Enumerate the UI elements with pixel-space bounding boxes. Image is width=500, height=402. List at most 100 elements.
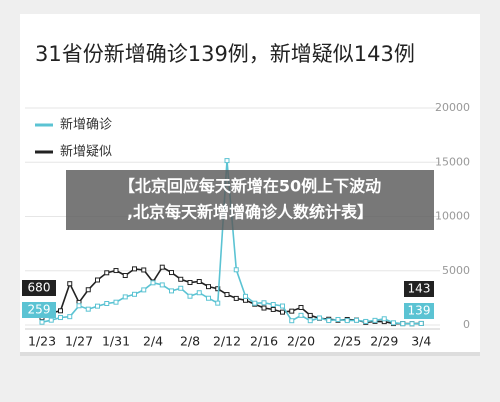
point-marker bbox=[252, 300, 258, 306]
value-label-box bbox=[22, 302, 56, 318]
legend-label: 新增疑似 bbox=[60, 144, 112, 160]
value-label-box bbox=[404, 303, 434, 319]
point-marker bbox=[39, 319, 45, 325]
point-marker bbox=[122, 273, 128, 279]
point-marker bbox=[372, 317, 378, 323]
value-label-box bbox=[404, 281, 434, 297]
point-marker bbox=[344, 318, 350, 324]
point-marker bbox=[196, 279, 202, 285]
x-tick-label: 3/4 bbox=[411, 334, 431, 349]
point-marker bbox=[307, 312, 313, 318]
point-marker bbox=[335, 316, 341, 322]
point-marker bbox=[409, 321, 415, 327]
point-marker bbox=[261, 300, 267, 306]
point-marker bbox=[206, 284, 211, 290]
point-marker bbox=[48, 317, 54, 323]
point-marker bbox=[113, 268, 119, 274]
x-tick-label: 2/29 bbox=[370, 334, 398, 349]
value-label: 680 bbox=[28, 281, 51, 295]
point-marker bbox=[326, 318, 332, 324]
point-marker bbox=[159, 264, 165, 270]
x-tick-label: 2/20 bbox=[287, 334, 315, 349]
caption-banner bbox=[66, 170, 434, 230]
value-label: 143 bbox=[408, 282, 431, 296]
point-marker bbox=[132, 266, 137, 272]
point-marker bbox=[187, 280, 193, 286]
y-tick-label: 20000 bbox=[435, 101, 470, 114]
point-marker bbox=[132, 291, 137, 297]
point-marker bbox=[76, 303, 82, 309]
point-marker bbox=[317, 315, 322, 321]
point-marker bbox=[206, 295, 211, 301]
point-marker bbox=[67, 281, 73, 287]
point-marker bbox=[95, 277, 100, 283]
point-marker bbox=[113, 299, 119, 305]
point-marker bbox=[243, 297, 248, 303]
x-tick-label: 2/8 bbox=[180, 334, 200, 349]
point-marker bbox=[243, 293, 248, 299]
point-marker bbox=[95, 303, 100, 309]
point-marker bbox=[381, 316, 387, 322]
point-marker bbox=[391, 320, 396, 326]
point-marker bbox=[224, 158, 230, 164]
point-marker bbox=[122, 294, 128, 300]
point-marker bbox=[169, 288, 174, 294]
point-marker bbox=[178, 276, 184, 282]
value-label: 259 bbox=[28, 303, 51, 317]
point-marker bbox=[233, 295, 239, 301]
point-marker bbox=[224, 292, 230, 298]
point-marker bbox=[233, 267, 239, 273]
point-marker bbox=[280, 303, 285, 309]
caption-line: 【北京回应每天新增在50例上下波动 bbox=[119, 177, 381, 196]
point-marker bbox=[187, 293, 193, 299]
point-marker bbox=[178, 285, 184, 291]
y-tick-label: 10000 bbox=[435, 210, 470, 223]
point-marker bbox=[58, 308, 63, 314]
point-marker bbox=[215, 300, 221, 306]
point-marker bbox=[363, 318, 369, 324]
x-tick-label: 1/27 bbox=[65, 334, 93, 349]
point-marker bbox=[298, 304, 304, 310]
point-marker bbox=[298, 312, 304, 318]
point-marker bbox=[261, 305, 267, 311]
point-marker bbox=[85, 287, 91, 293]
point-marker bbox=[58, 315, 63, 321]
point-marker bbox=[104, 300, 110, 306]
legend-label: 新增确诊 bbox=[60, 117, 112, 133]
point-marker bbox=[159, 282, 165, 288]
point-marker bbox=[307, 318, 313, 324]
point-marker bbox=[85, 306, 91, 312]
x-tick-label: 2/12 bbox=[213, 334, 241, 349]
point-marker bbox=[289, 308, 295, 314]
point-marker bbox=[196, 290, 202, 296]
y-tick-label: 5000 bbox=[442, 264, 470, 277]
point-marker bbox=[270, 302, 276, 308]
point-marker bbox=[141, 267, 147, 273]
x-tick-label: 2/25 bbox=[333, 334, 361, 349]
point-marker bbox=[169, 270, 174, 276]
y-tick-label: 0 bbox=[463, 318, 470, 331]
point-marker bbox=[289, 318, 295, 324]
point-marker bbox=[418, 320, 424, 326]
point-marker bbox=[270, 306, 276, 312]
point-marker bbox=[141, 287, 147, 293]
point-marker bbox=[354, 317, 359, 323]
bottom-band bbox=[20, 352, 480, 356]
value-label-box bbox=[22, 280, 56, 296]
chart-title: 31省份新增确诊139例，新增疑似143例 bbox=[35, 42, 415, 66]
caption-line: ,北京每天新增增确诊人数统计表】 bbox=[127, 203, 373, 222]
point-marker bbox=[150, 280, 156, 286]
y-tick-label: 15000 bbox=[435, 155, 470, 168]
x-tick-label: 1/23 bbox=[28, 334, 56, 349]
point-marker bbox=[104, 270, 110, 276]
point-marker bbox=[280, 309, 285, 315]
point-marker bbox=[400, 321, 406, 327]
point-marker bbox=[67, 314, 73, 320]
x-tick-label: 1/31 bbox=[102, 334, 130, 349]
x-tick-label: 2/16 bbox=[250, 334, 278, 349]
x-tick-label: 2/4 bbox=[143, 334, 163, 349]
point-marker bbox=[215, 286, 221, 292]
value-label: 139 bbox=[408, 304, 431, 318]
